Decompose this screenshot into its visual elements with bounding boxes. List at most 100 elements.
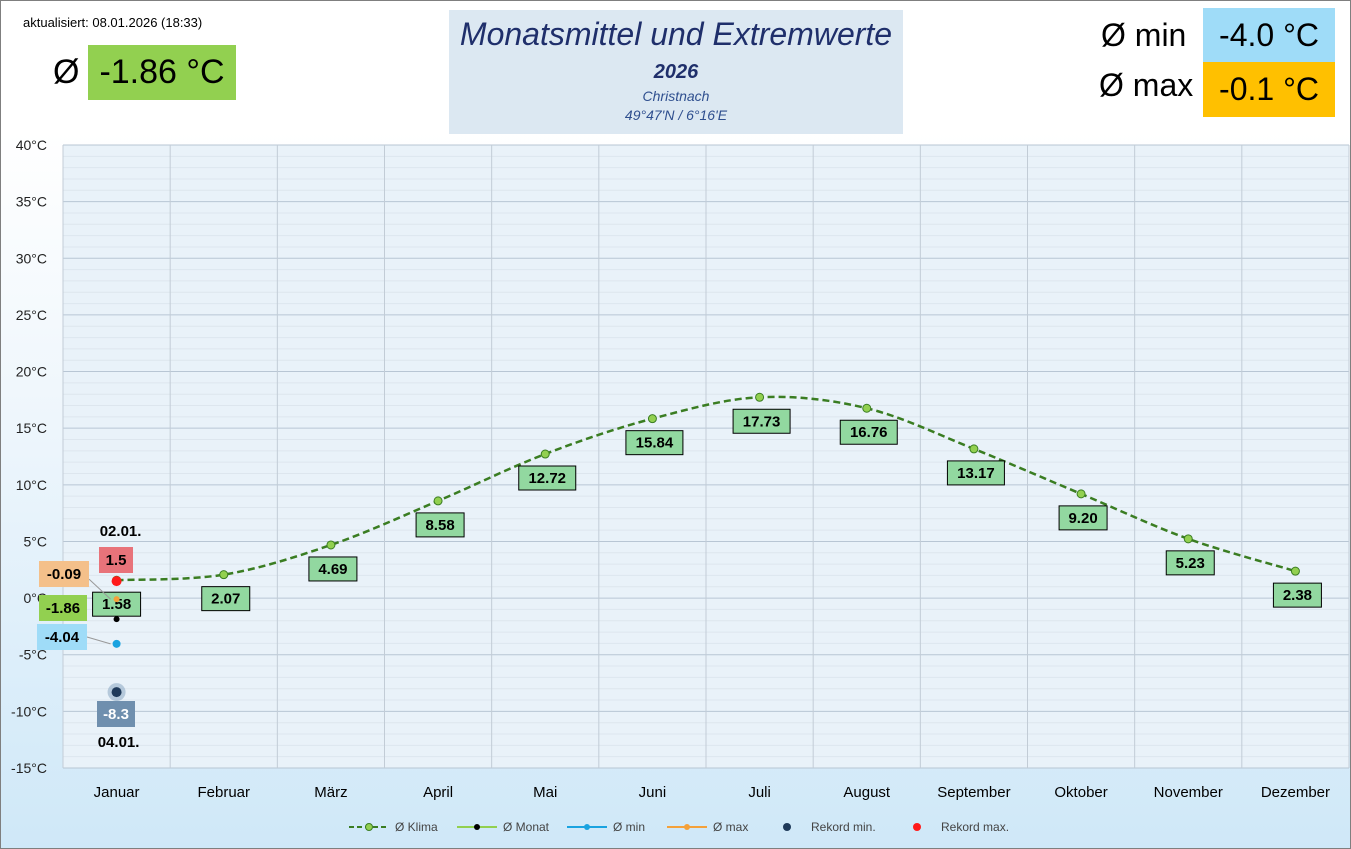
klima-data-label-box: [625, 430, 684, 456]
klima-data-label-box: [732, 408, 791, 434]
avg-max-label: Ø max: [1099, 67, 1194, 103]
record-max-point: [111, 576, 122, 587]
x-tick-label: März: [314, 784, 347, 801]
overall-average-value: -1.86 °C: [88, 45, 236, 100]
legend-label: Rekord min.: [811, 820, 876, 834]
y-tick-label: 5°C: [24, 533, 48, 549]
klima-data-label-box: [1165, 550, 1215, 576]
y-tick-label: 20°C: [16, 364, 47, 380]
record-min-point: [111, 687, 122, 698]
klima-data-label: 15.84: [636, 435, 674, 452]
avg-min-value: -4.0 °C: [1203, 8, 1335, 62]
record-max-date: 02.01.: [100, 523, 142, 540]
y-tick-label: 40°C: [16, 137, 47, 153]
klima-data-label: 9.20: [1068, 510, 1097, 527]
avg-min-point: [112, 639, 121, 648]
klima-data-label: 1.58: [102, 596, 131, 613]
klima-data-label: 16.76: [850, 424, 888, 441]
avg-month-label: -1.86: [46, 600, 80, 617]
x-tick-label: Januar: [94, 784, 140, 801]
klima-point: [755, 392, 765, 402]
min-leader-line: [86, 636, 111, 645]
klima-data-label-box: [415, 512, 465, 538]
klima-point: [1076, 489, 1086, 499]
chart-title: Monatsmittel und Extremwerte: [459, 16, 893, 52]
record-max-label: 1.5: [106, 552, 127, 569]
klima-point: [1183, 534, 1193, 544]
klima-data-label-box: [1272, 582, 1322, 608]
legend-min-marker: [584, 824, 590, 830]
klima-point: [969, 444, 979, 454]
avg-min-label: Ø min: [1101, 17, 1187, 53]
legend-label: Ø max: [713, 820, 748, 834]
y-tick-label: 10°C: [16, 477, 47, 493]
y-tick-label: 15°C: [16, 420, 47, 436]
klima-data-label: 17.73: [743, 413, 781, 430]
updated-timestamp: aktualisiert: 08.01.2026 (18:33): [23, 15, 203, 30]
legend-label: Rekord max.: [941, 820, 1009, 834]
legend-max-marker: [684, 824, 690, 830]
avg-max-value: -0.1 °C: [1203, 62, 1335, 117]
record-min-label-box: [97, 701, 135, 727]
legend-label: Ø Klima: [395, 820, 438, 834]
y-tick-label: -5°C: [19, 647, 47, 663]
avg-month-point: [113, 616, 120, 623]
legend-label: Ø min: [613, 820, 645, 834]
klima-data-label-box: [1058, 505, 1108, 531]
klima-point: [326, 540, 336, 550]
record-max-label-box: [99, 547, 133, 573]
legend-klima-marker: [365, 823, 373, 831]
klima-data-label-box: [518, 465, 577, 491]
max-leader-line: [88, 578, 111, 600]
klima-point: [540, 449, 550, 459]
x-tick-label: September: [937, 784, 1010, 801]
klima-point: [219, 570, 229, 580]
x-tick-label: Juni: [639, 784, 667, 801]
x-tick-label: Februar: [197, 784, 250, 801]
klima-line: [116, 395, 1296, 582]
klima-data-label: 5.23: [1176, 555, 1205, 572]
legend-record-max-marker: [913, 823, 921, 831]
klima-data-label: 2.38: [1283, 587, 1312, 604]
station-coordinates: 49°47'N / 6°16'E: [624, 107, 728, 123]
x-tick-label: Juli: [748, 784, 771, 801]
record-min-date: 04.01.: [98, 734, 140, 751]
chart-legend: Ø Klima Ø Monat Ø min Ø max Rekord min. Rekor…: [349, 820, 1009, 834]
klima-data-label: 8.58: [425, 517, 454, 534]
legend-record-min-marker: [783, 823, 791, 831]
x-tick-label: August: [843, 784, 891, 801]
klima-point: [862, 403, 872, 413]
y-tick-label: 30°C: [16, 250, 47, 266]
legend-month-marker: [474, 824, 480, 830]
y-tick-label: -10°C: [11, 703, 47, 719]
y-tick-label: 25°C: [16, 307, 47, 323]
x-tick-label: Mai: [533, 784, 557, 801]
x-axis: Januar Februar März April Mai Juni Juli August S…: [94, 784, 1330, 801]
klima-data-label: 13.17: [957, 465, 995, 482]
x-tick-label: Oktober: [1054, 784, 1107, 801]
klima-data-label: 2.07: [211, 591, 240, 608]
klima-data-label-box: [201, 586, 251, 612]
chart-year: 2026: [653, 61, 699, 83]
klima-data-label: 4.69: [318, 561, 347, 578]
avg-max-label-box: [39, 561, 89, 587]
avg-max-point: [113, 596, 120, 603]
y-axis: -15°C-10°C-5°C0°C5°C10°C15°C20°C25°C30°C…: [11, 137, 47, 776]
station-name: Christnach: [642, 88, 710, 104]
klima-point: [433, 496, 443, 506]
legend-label: Ø Monat: [503, 820, 550, 834]
klima-data-label-box: [839, 419, 898, 445]
january-extremes: 02.01. 1.5 -0.09 -1.86 -4.04 -8.3 04.01.: [37, 523, 141, 751]
klima-point: [647, 414, 657, 424]
title-box: Monatsmittel und Extremwerte 2026 Christ…: [449, 10, 903, 134]
record-min-label: -8.3: [103, 706, 129, 723]
klima-series: 1.58 2.07 4.69 8.58 12.72 15.84 17.73 16.76 13.1…: [92, 392, 1322, 617]
y-tick-label: 35°C: [16, 194, 47, 210]
overall-average-symbol: Ø: [53, 53, 80, 91]
avg-min-label: -4.04: [45, 629, 80, 646]
y-tick-label: -15°C: [11, 760, 47, 776]
avg-month-label-box: [39, 595, 87, 621]
klima-point: [1290, 566, 1300, 576]
x-tick-label: November: [1154, 784, 1223, 801]
